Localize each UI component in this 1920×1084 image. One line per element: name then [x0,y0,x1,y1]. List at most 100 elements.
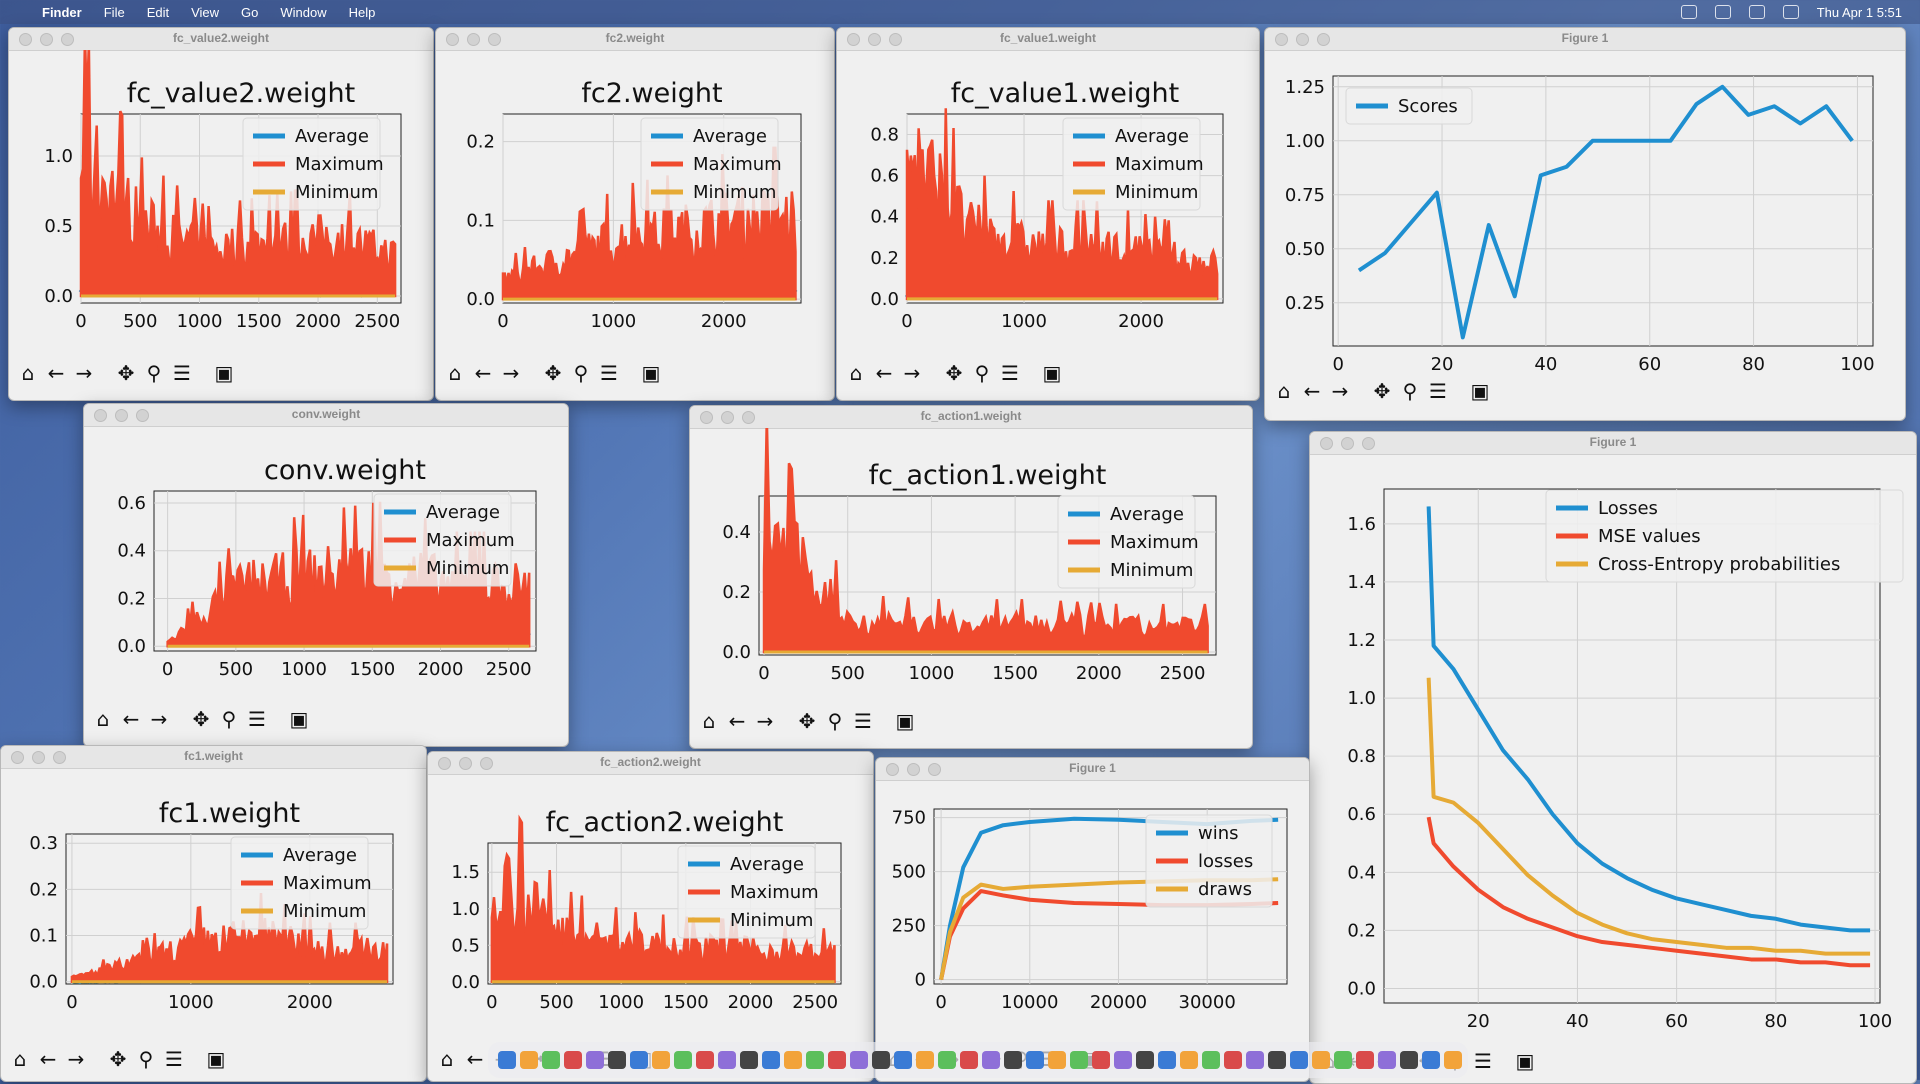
back-icon[interactable]: ← [1301,379,1323,403]
configure-icon[interactable]: ☰ [246,707,268,731]
zoom-icon[interactable]: ⚲ [135,1047,157,1071]
dock-app-icon[interactable] [762,1051,780,1069]
forward-icon[interactable]: → [500,361,522,385]
zoom-icon[interactable]: ⚲ [570,361,592,385]
pan-icon[interactable]: ✥ [1371,379,1393,403]
menu-window[interactable]: Window [280,5,326,20]
window-titlebar[interactable]: fc_value1.weight [837,28,1259,51]
forward-icon[interactable]: → [73,361,95,385]
wifi-icon[interactable] [1749,5,1765,19]
zoom-icon[interactable]: ⚲ [971,361,993,385]
dock-app-icon[interactable] [1400,1051,1418,1069]
status-icon[interactable] [1715,5,1731,19]
zoom-icon[interactable]: ⚲ [143,361,165,385]
dock-app-icon[interactable] [608,1051,626,1069]
dock-app-icon[interactable] [1158,1051,1176,1069]
pan-icon[interactable]: ✥ [542,361,564,385]
configure-icon[interactable]: ☰ [1472,1049,1494,1073]
window-titlebar[interactable]: fc_action1.weight [690,406,1252,429]
dock-app-icon[interactable] [850,1051,868,1069]
menu-edit[interactable]: Edit [147,5,169,20]
home-icon[interactable]: ⌂ [1273,379,1295,403]
dock-app-icon[interactable] [828,1051,846,1069]
home-icon[interactable]: ⌂ [92,707,114,731]
back-icon[interactable]: ← [472,361,494,385]
menu-file[interactable]: File [104,5,125,20]
status-icon[interactable] [1681,5,1697,19]
dock-app-icon[interactable] [872,1051,890,1069]
dock-app-icon[interactable] [1422,1051,1440,1069]
dock-app-icon[interactable] [1070,1051,1088,1069]
dock-app-icon[interactable] [586,1051,604,1069]
dock-app-icon[interactable] [520,1051,538,1069]
dock-app-icon[interactable] [1092,1051,1110,1069]
dock-app-icon[interactable] [1202,1051,1220,1069]
dock-app-icon[interactable] [784,1051,802,1069]
dock-app-icon[interactable] [1356,1051,1374,1069]
back-icon[interactable]: ← [45,361,67,385]
dock-app-icon[interactable] [1224,1051,1242,1069]
dock-app-icon[interactable] [564,1051,582,1069]
dock-app-icon[interactable] [1114,1051,1132,1069]
home-icon[interactable]: ⌂ [9,1047,31,1071]
zoom-icon[interactable]: ⚲ [824,709,846,733]
back-icon[interactable]: ← [464,1047,486,1071]
pan-icon[interactable]: ✥ [190,707,212,731]
window-titlebar[interactable]: conv.weight [84,404,568,427]
dock-app-icon[interactable] [1048,1051,1066,1069]
menu-view[interactable]: View [191,5,219,20]
forward-icon[interactable]: → [148,707,170,731]
dock-app-icon[interactable] [1444,1051,1462,1069]
dock-app-icon[interactable] [1136,1051,1154,1069]
dock-app-icon[interactable] [696,1051,714,1069]
dock-app-icon[interactable] [1004,1051,1022,1069]
dock-app-icon[interactable] [1378,1051,1396,1069]
back-icon[interactable]: ← [726,709,748,733]
menubar-clock[interactable]: Thu Apr 1 5:51 [1817,5,1902,20]
zoom-icon[interactable]: ⚲ [218,707,240,731]
dock-app-icon[interactable] [894,1051,912,1069]
battery-icon[interactable] [1783,5,1799,19]
home-icon[interactable]: ⌂ [17,361,39,385]
configure-icon[interactable]: ☰ [171,361,193,385]
dock-app-icon[interactable] [1180,1051,1198,1069]
dock-app-icon[interactable] [960,1051,978,1069]
zoom-icon[interactable]: ⚲ [1399,379,1421,403]
window-titlebar[interactable]: Figure 1 [876,758,1309,781]
dock-app-icon[interactable] [916,1051,934,1069]
menu-go[interactable]: Go [241,5,258,20]
window-titlebar[interactable]: fc2.weight [436,28,834,51]
dock-app-icon[interactable] [542,1051,560,1069]
forward-icon[interactable]: → [1329,379,1351,403]
home-icon[interactable]: ⌂ [436,1047,458,1071]
save-icon[interactable]: ▣ [288,707,310,731]
home-icon[interactable]: ⌂ [698,709,720,733]
dock-app-icon[interactable] [1268,1051,1286,1069]
save-icon[interactable]: ▣ [213,361,235,385]
forward-icon[interactable]: → [754,709,776,733]
back-icon[interactable]: ← [37,1047,59,1071]
save-icon[interactable]: ▣ [894,709,916,733]
save-icon[interactable]: ▣ [1469,379,1491,403]
dock-app-icon[interactable] [1246,1051,1264,1069]
dock-app-icon[interactable] [630,1051,648,1069]
window-titlebar[interactable]: Figure 1 [1310,432,1916,455]
back-icon[interactable]: ← [873,361,895,385]
dock-app-icon[interactable] [1290,1051,1308,1069]
menu-finder[interactable]: Finder [42,5,82,20]
dock-app-icon[interactable] [1026,1051,1044,1069]
dock-app-icon[interactable] [1312,1051,1330,1069]
save-icon[interactable]: ▣ [1041,361,1063,385]
dock-app-icon[interactable] [806,1051,824,1069]
dock-app-icon[interactable] [938,1051,956,1069]
pan-icon[interactable]: ✥ [796,709,818,733]
menu-help[interactable]: Help [349,5,376,20]
pan-icon[interactable]: ✥ [943,361,965,385]
